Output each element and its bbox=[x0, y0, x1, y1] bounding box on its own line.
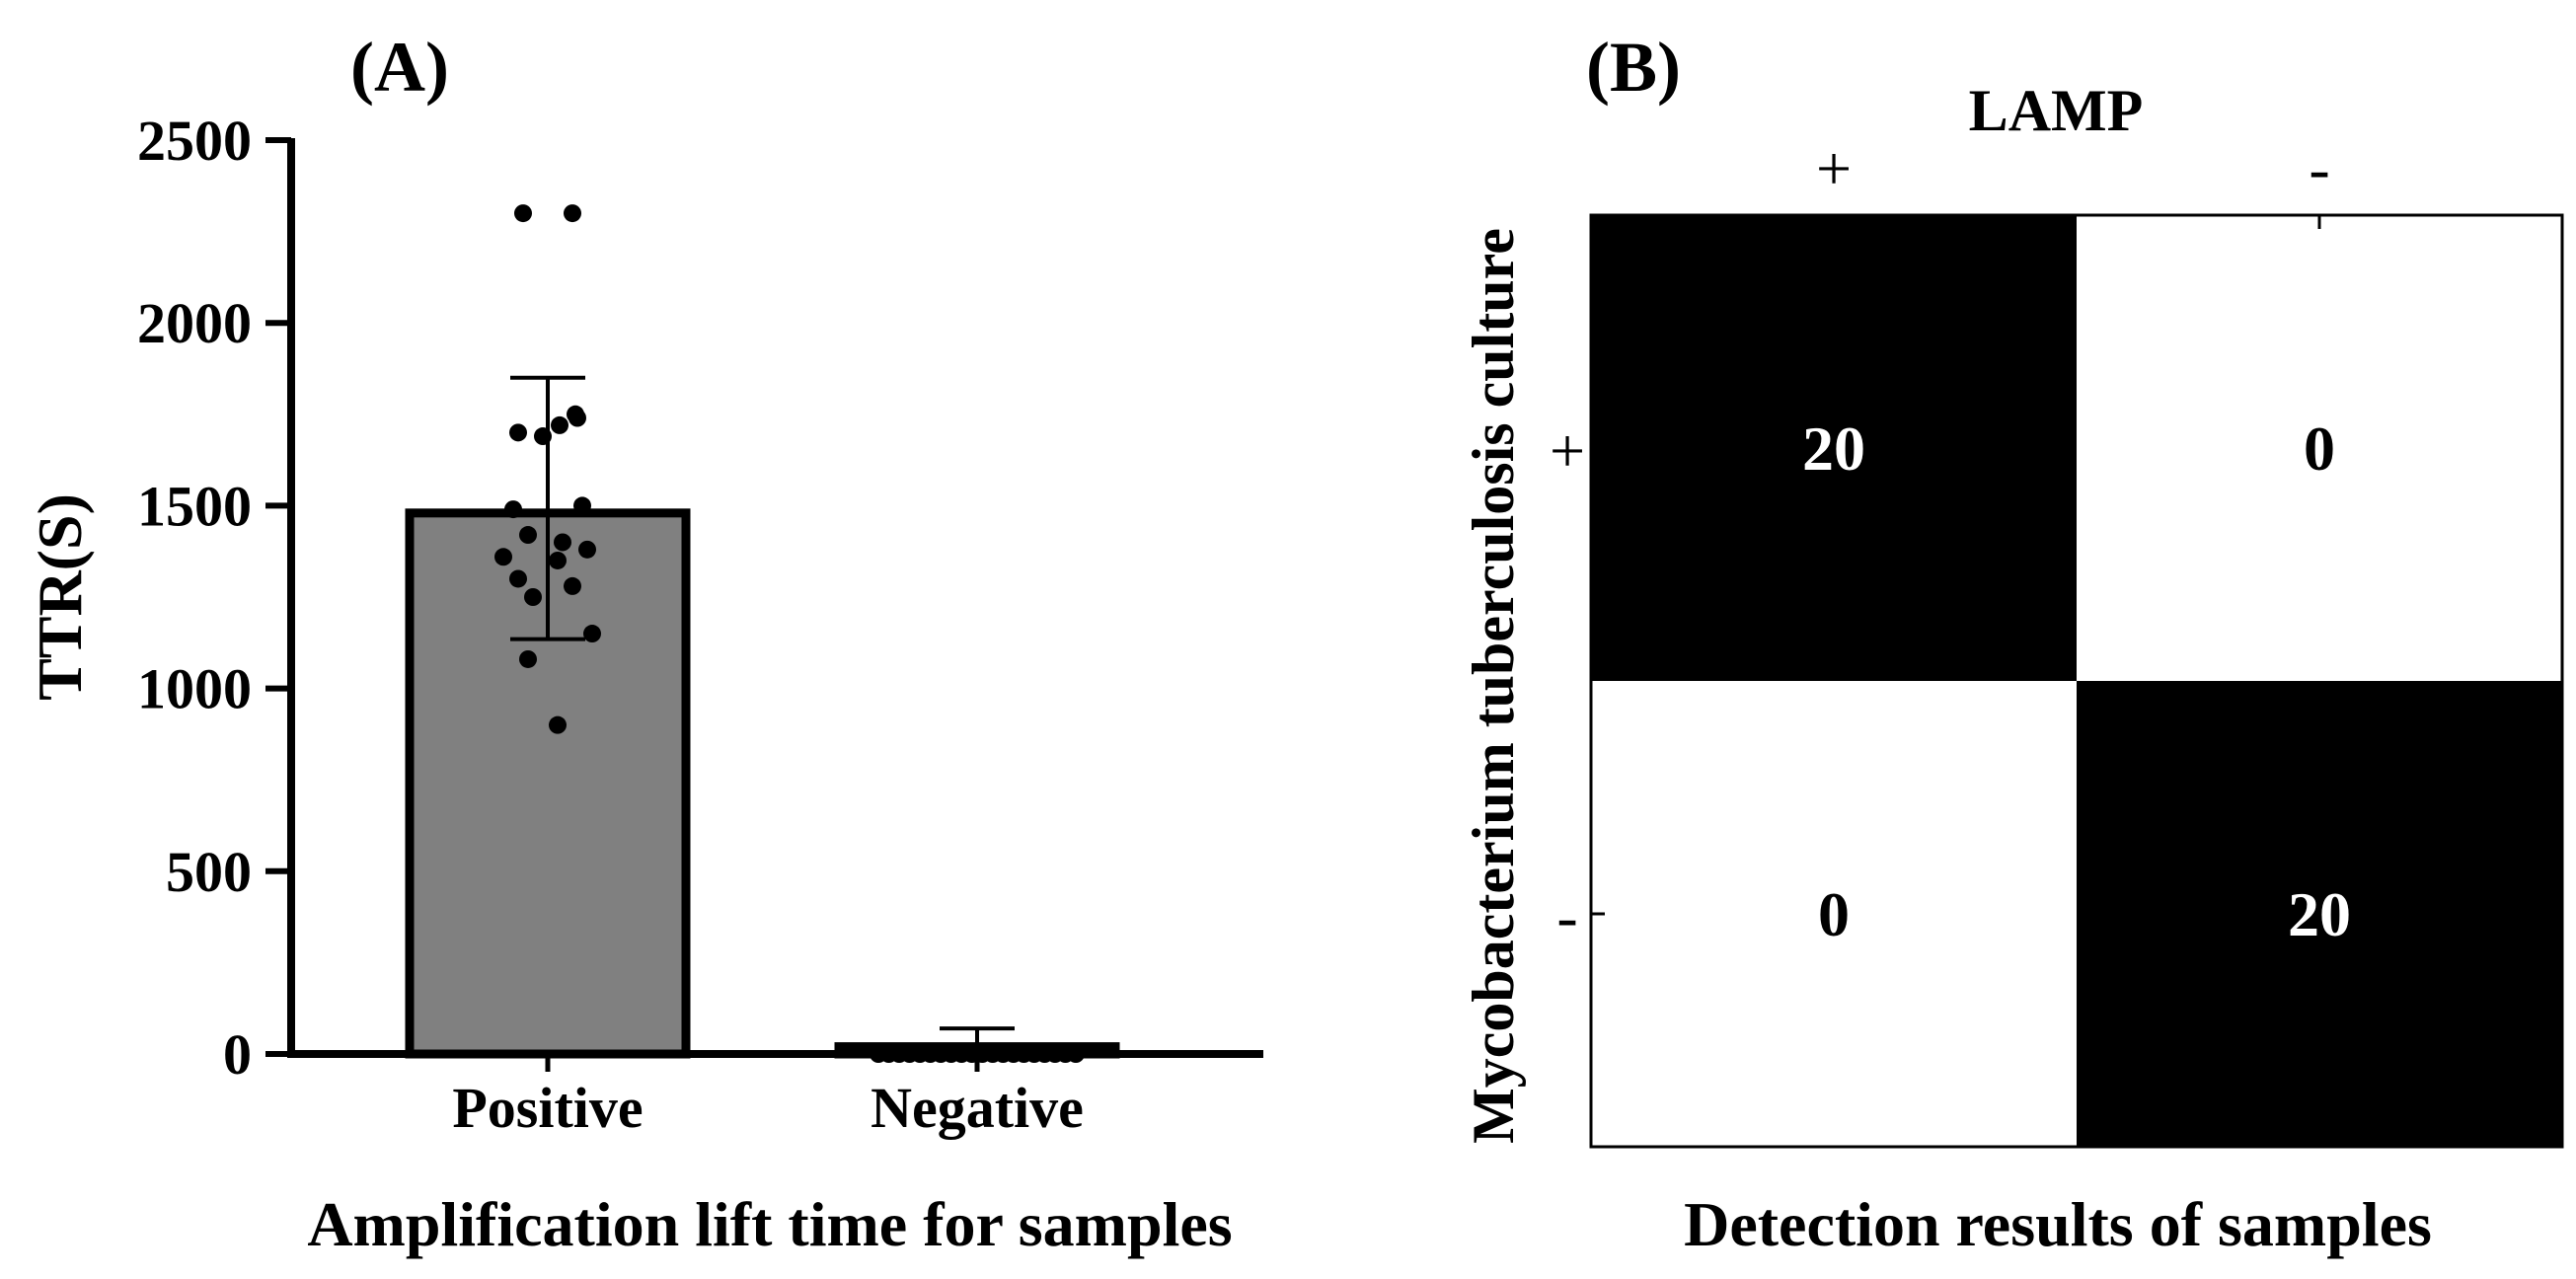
panel-a-y-tick-label: 1500 bbox=[137, 474, 252, 538]
data-point-positive bbox=[504, 500, 522, 519]
data-point-positive bbox=[549, 715, 567, 734]
data-point-positive bbox=[583, 625, 601, 643]
matrix-col-label: + bbox=[1816, 133, 1852, 203]
matrix-col-label: - bbox=[2309, 133, 2329, 203]
data-point-positive bbox=[578, 540, 596, 559]
panel-a-label: (A) bbox=[350, 28, 449, 107]
data-point-positive bbox=[551, 415, 568, 434]
matrix-cell-value: 20 bbox=[2288, 879, 2351, 949]
matrix-cell-value: 0 bbox=[2304, 414, 2335, 484]
matrix-cell-value: 20 bbox=[1802, 414, 1865, 484]
matrix-cell bbox=[1591, 681, 2077, 1147]
data-point-positive bbox=[514, 204, 532, 223]
data-point-positive bbox=[494, 548, 512, 566]
data-point-positive bbox=[519, 649, 537, 668]
panel-b-title: LAMP bbox=[1969, 78, 2144, 143]
data-point-positive bbox=[554, 533, 571, 552]
panel-a-x-tick-label: Positive bbox=[452, 1076, 643, 1140]
panel-a-bar-chart: (A) TTR(S) Amplification lift time for s… bbox=[25, 28, 1263, 1259]
panel-a-y-ticks: 0 500 1000 1500 2000 2500 bbox=[137, 109, 291, 1087]
panel-a-y-tick-label: 500 bbox=[166, 840, 252, 904]
panel-a-y-tick-label: 1000 bbox=[137, 657, 252, 721]
matrix-row-label: + bbox=[1550, 415, 1585, 486]
matrix-cell bbox=[2077, 681, 2562, 1147]
data-point-positive bbox=[534, 427, 552, 446]
panel-a-y-tick-label: 2000 bbox=[137, 291, 252, 355]
data-point-positive bbox=[573, 496, 591, 515]
data-point-positive bbox=[549, 551, 567, 569]
data-point-positive bbox=[524, 588, 542, 606]
panel-a-bars bbox=[405, 508, 1120, 1059]
data-point-positive bbox=[568, 409, 586, 427]
matrix-cell bbox=[1591, 215, 2077, 681]
panel-b-y-axis-label: Mycobacterium tuberculosis culture bbox=[1461, 228, 1526, 1144]
panel-b-tick-labels: + - + - bbox=[1550, 133, 2330, 951]
panel-a-error-bars bbox=[510, 375, 1015, 1054]
matrix-border bbox=[1589, 213, 2564, 1149]
panel-b-label: (B) bbox=[1586, 28, 1681, 107]
data-point-positive bbox=[564, 576, 581, 595]
panel-b-cells: 20 0 0 20 bbox=[1589, 213, 2564, 1149]
matrix-cell-value: 0 bbox=[1818, 879, 1850, 949]
panel-a-x-tick-label: Negative bbox=[871, 1076, 1084, 1140]
panel-a-x-axis-label: Amplification lift time for samples bbox=[307, 1189, 1232, 1259]
data-point-positive bbox=[564, 204, 581, 223]
panel-a-y-axis-label: TTR(S) bbox=[25, 493, 95, 701]
data-point-positive bbox=[509, 569, 527, 588]
panel-b-matrix: (B) LAMP Mycobacterium tuberculosis cult… bbox=[1461, 28, 2564, 1259]
data-point-positive bbox=[519, 526, 537, 545]
data-point-positive bbox=[509, 423, 527, 442]
matrix-cell bbox=[2077, 215, 2562, 681]
panel-a-x-ticks: Positive Negative bbox=[452, 1054, 1084, 1140]
panel-b-x-axis-label: Detection results of samples bbox=[1684, 1189, 2432, 1259]
panel-a-y-tick-label: 2500 bbox=[137, 109, 252, 173]
matrix-row-label: - bbox=[1556, 881, 1577, 951]
panel-a-y-tick-label: 0 bbox=[223, 1022, 252, 1087]
